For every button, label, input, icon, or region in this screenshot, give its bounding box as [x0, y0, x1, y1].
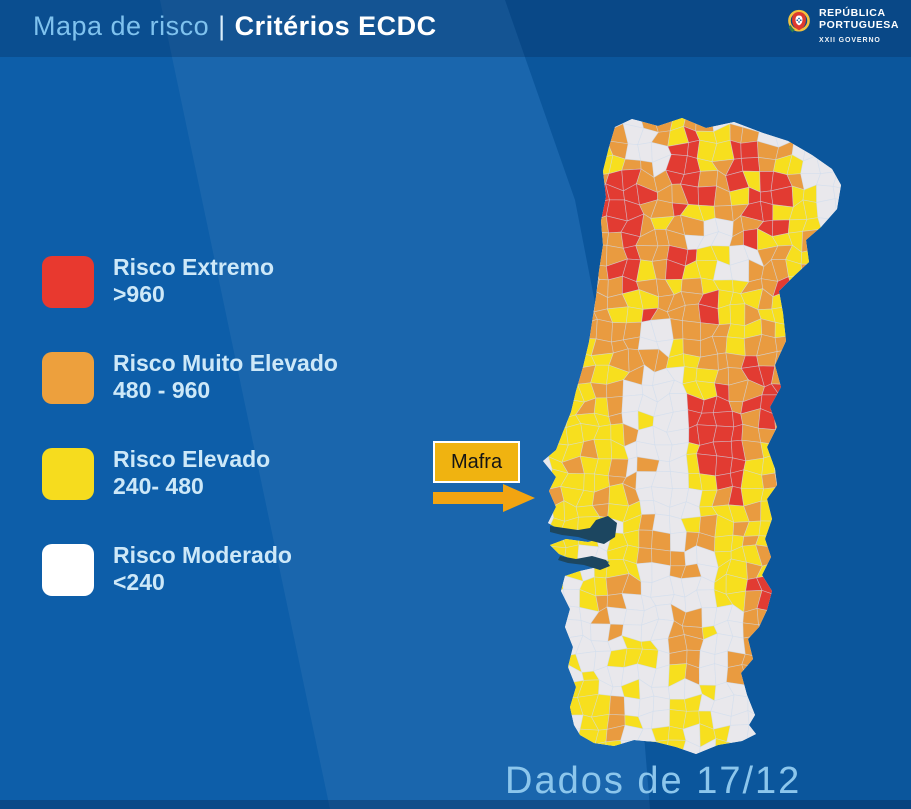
top-strip: [0, 0, 911, 57]
logo-subline: XXII GOVERNO: [819, 37, 881, 44]
legend-label-very-high: Risco Muito Elevado: [113, 350, 338, 376]
coat-of-arms-icon: [788, 9, 810, 33]
logo-line2: PORTUGUESA: [819, 19, 900, 31]
legend-label-extreme: Risco Extremo: [113, 254, 275, 280]
legend-swatch-moderate: [42, 544, 94, 596]
portugal-map-svg: [543, 118, 841, 754]
page-title: Mapa de risco | Critérios ECDC: [33, 11, 437, 42]
legend-swatch-high: [42, 448, 94, 500]
republica-portuguesa-logo: REPÚBLICA PORTUGUESA XXII GOVERNO: [786, 7, 899, 44]
legend-range-moderate: <240: [113, 569, 165, 595]
legend-item-very-high: Risco Muito Elevado 480 - 960: [42, 350, 338, 404]
sado-estuary-water: [558, 556, 610, 570]
mafra-callout-label: Mafra: [450, 450, 503, 473]
bottom-strip: [0, 800, 911, 809]
title-separator: |: [218, 11, 226, 41]
legend-swatch-extreme: [42, 256, 94, 308]
legend-item-moderate: Risco Moderado <240: [42, 542, 338, 596]
logo-line1: REPÚBLICA: [819, 7, 886, 19]
tagus-estuary-water: [550, 516, 617, 544]
risk-legend: Risco Extremo >960 Risco Muito Elevado 4…: [42, 254, 338, 640]
legend-range-extreme: >960: [113, 281, 165, 307]
legend-swatch-very-high: [42, 352, 94, 404]
legend-range-high: 240- 480: [113, 473, 204, 499]
legend-label-high: Risco Elevado: [113, 446, 271, 472]
title-left: Mapa de risco: [33, 11, 210, 41]
municipality-cells: [543, 118, 841, 754]
mafra-callout: Mafra: [433, 441, 520, 483]
title-right: Critérios ECDC: [234, 11, 437, 41]
data-date-label: Dados de 17/12: [505, 760, 802, 802]
legend-label-moderate: Risco Moderado: [113, 542, 292, 568]
mafra-arrow-icon: [433, 484, 535, 512]
legend-item-extreme: Risco Extremo >960: [42, 254, 338, 308]
legend-range-very-high: 480 - 960: [113, 377, 211, 403]
legend-item-high: Risco Elevado 240- 480: [42, 446, 338, 500]
